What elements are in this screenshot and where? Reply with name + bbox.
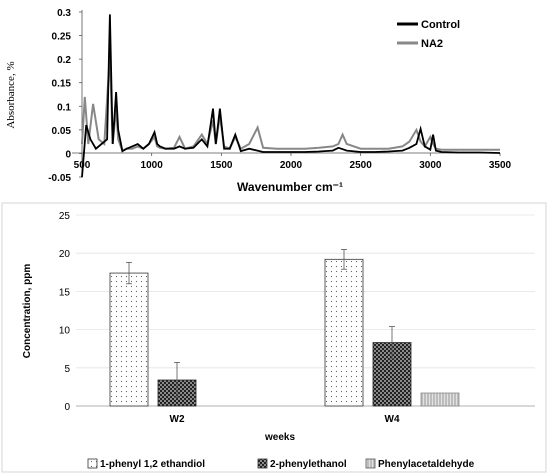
spectrum-y-tick-label: 0.2 [57,55,71,66]
spectrum-x-ticks: 500 1000 1500 2000 2500 3000 3500 [74,153,512,171]
concentration-y-tick-label: 5 [64,364,70,375]
spectrum-y-tick-label: 0.1 [57,102,71,113]
spectrum-x-tick-label: 2500 [350,160,373,171]
legend-label-phenyl-ethandiol: 1-phenyl 1,2 ethandiol [100,459,205,470]
concentration-y-tick-label: 10 [59,326,71,337]
legend-swatch-phenyl-ethandiol [87,458,98,469]
spectrum-y-tick-label: 0 [65,149,71,160]
spectrum-x-axis-label: Wavenumber cm⁻¹ [237,180,343,194]
concentration-gridlines [76,214,535,369]
spectrum-y-axis-label: Absorbance, % [5,61,17,128]
legend-label-na2: NA2 [421,38,443,50]
legend-swatch-phenylethanol [257,458,268,469]
spectrum-x-tick-label: 1500 [210,160,233,171]
spectrum-x-tick-label: 2000 [280,160,303,171]
concentration-category-labels: W2 W4 [170,414,400,425]
bar-1-phenyl-1-2-ethandiol-w4 [324,258,364,407]
spectrum-y-tick-label: -0.05 [48,173,71,184]
legend-swatch-phenylacetaldehyde [365,458,376,469]
spectrum-series-na2-line [81,54,500,153]
legend-label-control: Control [421,19,460,31]
legend-label-phenylacetaldehyde: Phenylacetaldehyde [378,459,475,470]
concentration-chart: Concentration, ppm 0 5 10 15 20 25 W2 W4 weeks… [1,202,547,473]
concentration-y-ticks: 0 5 10 15 20 25 [59,211,71,413]
spectrum-y-tick-label: 0.3 [57,8,71,19]
spectrum-chart: Absorbance, % -0.05 0 0.05 0.1 0.15 0.2 0.25 0.… [5,8,512,194]
concentration-plot-frame [1,202,547,473]
spectrum-series-control-line [81,14,501,178]
bar-1-phenyl-1-2-ethandiol-w2 [109,272,149,407]
category-label-w4: W4 [385,414,400,425]
category-label-w2: W2 [170,414,185,425]
concentration-bars [109,248,460,407]
concentration-x-axis-label: weeks [264,432,295,443]
concentration-y-tick-label: 25 [59,211,71,222]
concentration-y-tick-label: 0 [64,402,70,413]
spectrum-x-tick-label: 1000 [141,160,164,171]
spectrum-y-tick-label: 0.05 [52,126,72,137]
concentration-y-tick-label: 15 [59,287,71,298]
spectrum-y-tick-label: 0.15 [52,79,72,90]
spectrum-y-ticks: -0.05 0 0.05 0.1 0.15 0.2 0.25 0.3 [48,8,82,184]
bar-phenylacetaldehyde-w4 [420,392,460,407]
concentration-legend: 1-phenyl 1,2 ethandiol 2-phenylethanol P… [87,458,475,470]
concentration-y-tick-label: 20 [59,249,71,260]
concentration-y-axis-label: Concentration, ppm [22,264,33,359]
legend-label-phenylethanol: 2-phenylethanol [270,459,347,470]
spectrum-x-tick-label: 3500 [489,160,512,171]
spectrum-x-tick-label: 3000 [419,160,442,171]
spectrum-legend: Control NA2 [397,19,460,50]
spectrum-y-tick-label: 0.25 [52,32,72,43]
